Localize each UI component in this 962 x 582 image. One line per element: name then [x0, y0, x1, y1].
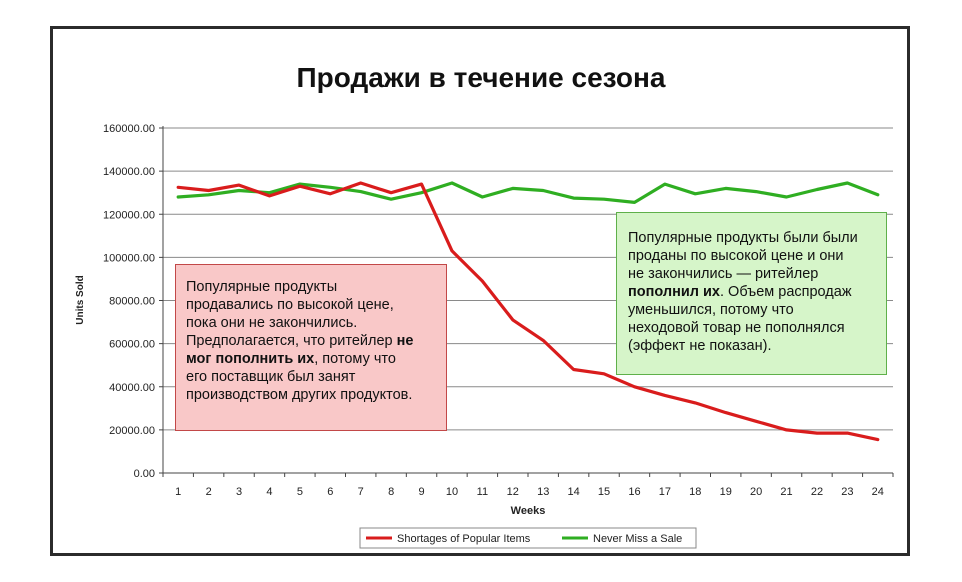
- y-tick-labels: 0.00 20000.00 40000.00 60000.00 80000.00 1000…: [103, 123, 163, 480]
- annotation-emphasis: мог пополнить их: [186, 351, 315, 367]
- x-axis-label: Weeks: [511, 505, 546, 517]
- annotation-line: его поставщик был занят: [186, 369, 356, 385]
- x-tick-label: 9: [418, 486, 424, 498]
- series-line-never-miss: [176, 181, 880, 204]
- y-tick-label: 140000.00: [103, 166, 155, 178]
- x-tick-label: 3: [236, 486, 242, 498]
- legend-box: [359, 527, 697, 549]
- annotation-line: Предполагается, что ритейлер не: [186, 332, 436, 350]
- x-tick-label: 5: [297, 486, 303, 498]
- x-tick-label: 11: [477, 486, 488, 498]
- y-tick-label: 80000.00: [109, 296, 155, 308]
- x-tick-label: 19: [720, 486, 732, 498]
- annotation-emphasis: не: [396, 333, 414, 349]
- x-tick-label: 18: [689, 486, 701, 498]
- x-tick-label: 12: [507, 486, 519, 498]
- series-lines: [176, 181, 880, 442]
- legend: Shortages of Popular Items Never Miss a S…: [359, 527, 697, 549]
- annotation-line: пока они не закончились.: [186, 315, 358, 331]
- y-tick-label: 160000.00: [103, 123, 155, 135]
- annotation-line: (эффект не показан).: [628, 338, 772, 354]
- x-tick-label: 21: [780, 486, 792, 498]
- x-tick-label: 7: [358, 486, 364, 498]
- annotation-never-miss: Популярные продукты были были проданы по…: [616, 212, 887, 375]
- legend-label: Shortages of Popular Items: [397, 533, 531, 545]
- x-tick-label: 10: [446, 486, 458, 498]
- y-axis-label: Units Sold: [75, 275, 86, 324]
- y-tick-label: 100000.00: [103, 252, 155, 264]
- x-tick-label: 4: [266, 486, 272, 498]
- annotation-line: Популярные продукты были были: [628, 230, 858, 246]
- annotation-text: Предполагается, что ритейлер: [186, 333, 397, 349]
- y-tick-label: 0.00: [134, 468, 155, 480]
- x-tick-label: 1: [175, 486, 181, 498]
- legend-label: Never Miss a Sale: [593, 533, 682, 545]
- annotation-line: продавались по высокой цене,: [186, 297, 394, 313]
- x-tick-label: 23: [841, 486, 853, 498]
- x-tick-label: 24: [872, 486, 884, 498]
- annotation-line: производством других продуктов.: [186, 387, 413, 403]
- y-tick-label: 40000.00: [109, 382, 155, 394]
- y-tick-label: 60000.00: [109, 339, 155, 351]
- x-tick-label: 14: [568, 486, 580, 498]
- annotation-text: . Объем распродаж: [719, 284, 852, 300]
- y-tick-label: 120000.00: [103, 209, 155, 221]
- x-tick-label: 2: [206, 486, 212, 498]
- annotation-line: Популярные продукты: [186, 279, 338, 295]
- x-tick-label: 6: [327, 486, 333, 498]
- x-tick-label: 16: [628, 486, 640, 498]
- annotation-line: проданы по высокой цене и они: [628, 248, 844, 264]
- x-tick-label: 17: [659, 486, 671, 498]
- annotation-line: пополнил их. Объем распродаж: [628, 283, 875, 301]
- annotation-shortages: Популярные продукты продавались по высок…: [175, 264, 447, 431]
- x-tick-labels: 1 2 3 4 5 6 7 8 9 10 11 12 13 14 15 16 17 18 19 20 21 22 23 24: [162, 473, 894, 498]
- annotation-line: не закончились — ритейлер: [628, 266, 819, 282]
- series-line-shortages: [176, 181, 880, 442]
- annotation-line: неходовой товар не пополнялся: [628, 320, 845, 336]
- annotation-line: мог пополнить их, потому что: [186, 350, 436, 368]
- annotation-text: , потому что: [314, 351, 396, 367]
- x-tick-label: 15: [598, 486, 610, 498]
- x-tick-label: 8: [388, 486, 394, 498]
- y-tick-label: 20000.00: [109, 425, 155, 437]
- x-tick-label: 20: [750, 486, 762, 498]
- chart-title: Продажи в течение сезона: [296, 62, 666, 93]
- annotation-line: уменьшился, потому что: [628, 302, 794, 318]
- annotation-emphasis: пополнил их: [628, 284, 720, 300]
- x-tick-label: 22: [811, 486, 823, 498]
- x-tick-label: 13: [537, 486, 549, 498]
